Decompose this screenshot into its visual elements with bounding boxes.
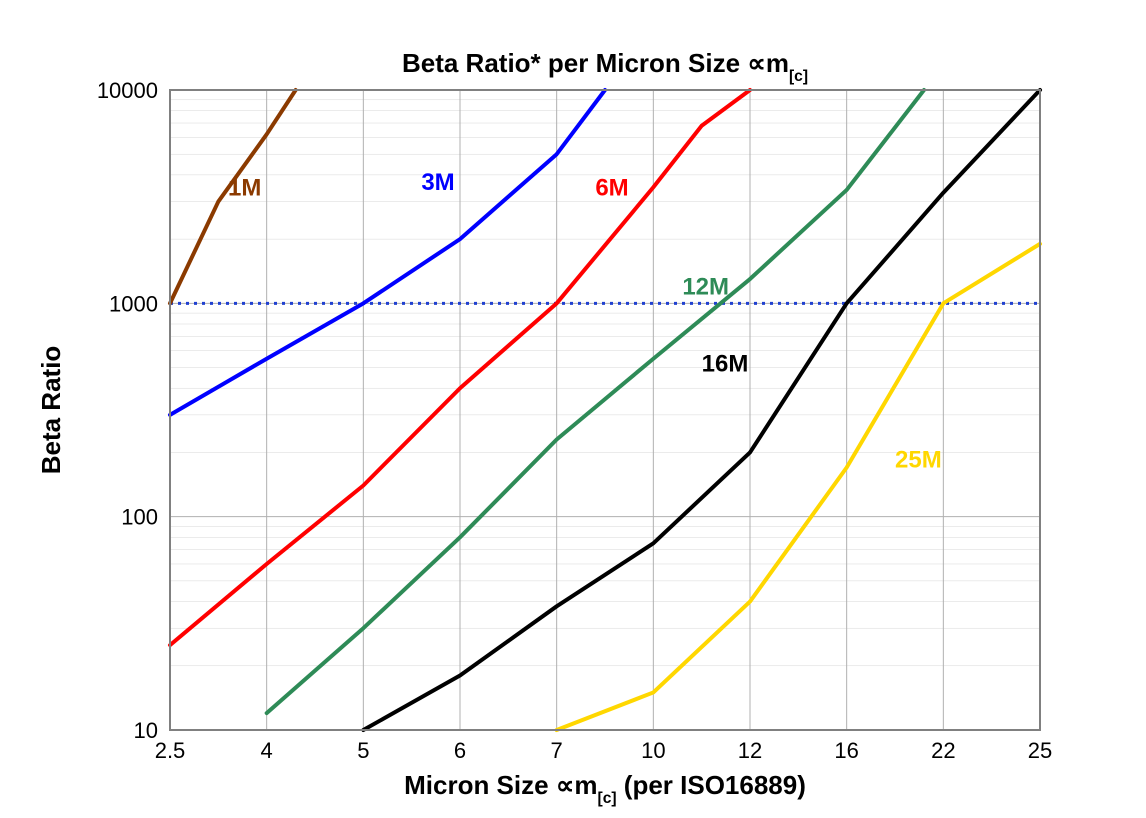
y-tick-label: 1000 [109, 291, 158, 316]
y-axis-label: Beta Ratio [36, 346, 66, 475]
series-label-1M: 1M [228, 175, 261, 202]
x-tick-label: 4 [261, 738, 273, 763]
y-tick-label: 10 [134, 718, 158, 743]
x-tick-label: 5 [357, 738, 369, 763]
y-tick-label: 100 [121, 505, 158, 530]
series-3M [170, 90, 605, 415]
series-label-3M: 3M [421, 169, 454, 196]
x-tick-label: 7 [551, 738, 563, 763]
series-25M [557, 244, 1040, 730]
y-tick-label: 10000 [97, 78, 158, 103]
series-label-6M: 6M [595, 175, 628, 202]
x-tick-label: 25 [1028, 738, 1052, 763]
beta-ratio-chart: 2.5 4 5 6 7 10 12 16 22 25 10 100 1000 10000 1M 3M 6M 12M… [0, 0, 1146, 818]
x-tick-label: 16 [834, 738, 858, 763]
x-tick-label: 22 [931, 738, 955, 763]
series-label-25M: 25M [895, 447, 942, 474]
x-axis-label: Micron Size ∝m[c] (per ISO16889) [404, 770, 806, 807]
x-tick-label: 2.5 [155, 738, 186, 763]
chart-title: Beta Ratio* per Micron Size ∝m[c] [402, 48, 808, 85]
x-tick-label: 6 [454, 738, 466, 763]
series-label-12M: 12M [682, 274, 729, 301]
x-tick-label: 12 [738, 738, 762, 763]
series-16M [363, 90, 1040, 730]
chart-svg: 2.5 4 5 6 7 10 12 16 22 25 10 100 1000 10000 1M 3M 6M 12M… [0, 0, 1146, 818]
series-label-16M: 16M [702, 350, 749, 377]
x-tick-label: 10 [641, 738, 665, 763]
